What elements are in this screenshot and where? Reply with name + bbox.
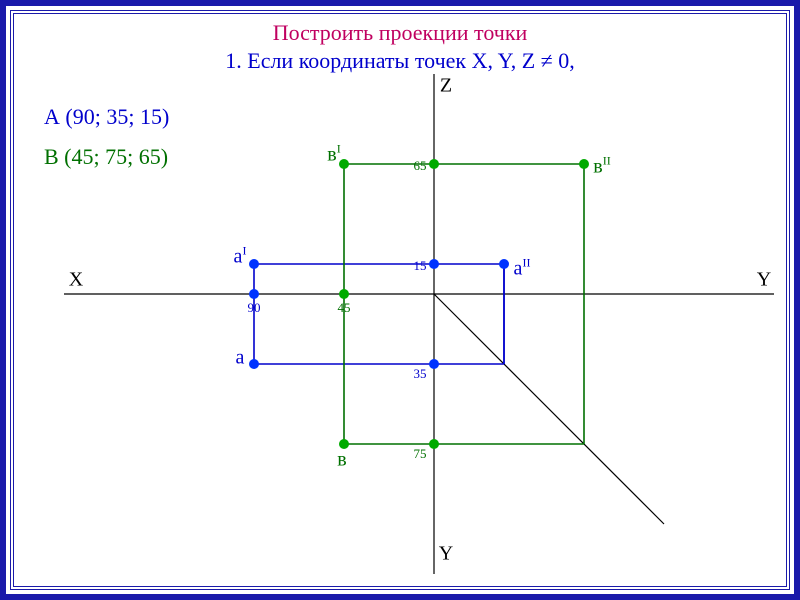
frame-inner: Построить проекции точки 1. Если координ… (10, 10, 790, 590)
projection-diagram (14, 14, 786, 586)
frame-outer: Построить проекции точки 1. Если координ… (0, 0, 800, 600)
